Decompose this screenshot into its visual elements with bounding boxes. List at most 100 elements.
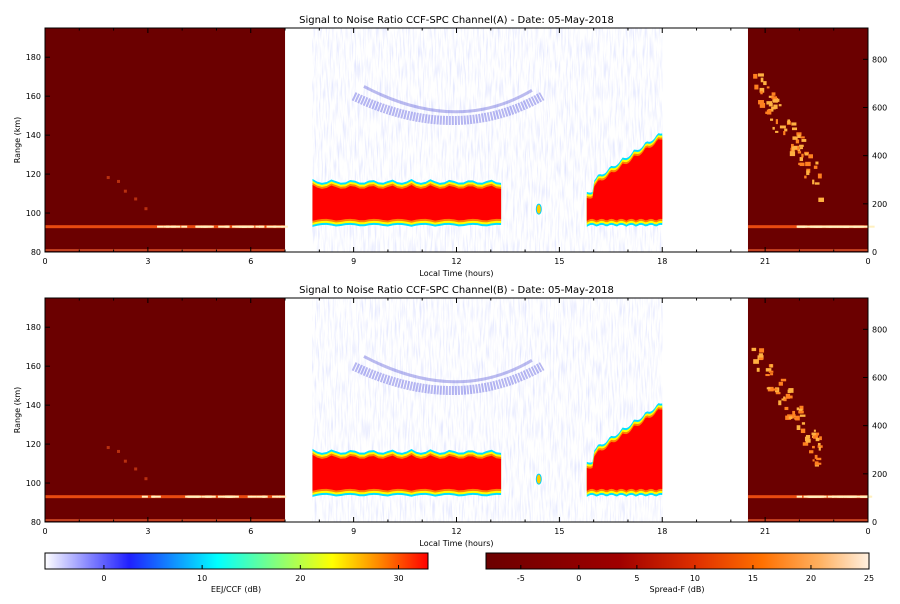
spreadf-speck — [831, 495, 843, 498]
colorbar-eej-gradient — [44, 552, 429, 570]
spreadf-plume — [812, 459, 815, 462]
spreadf-plume — [791, 146, 795, 151]
eej-upper-layer — [363, 85, 533, 114]
spreadf-floor — [45, 519, 286, 522]
spreadf-plume — [814, 182, 820, 185]
spreadf-plume — [753, 359, 759, 364]
spreadf-floor — [45, 249, 286, 252]
spreadf-baseline-echo — [45, 495, 286, 499]
x-tick-label: 6 — [248, 257, 253, 266]
spreadf-speck — [262, 495, 268, 498]
spreadf-plume — [766, 101, 773, 105]
spreadf-plume — [763, 81, 767, 86]
eej-upper-layer — [351, 362, 545, 395]
spreadf-plume — [796, 132, 802, 136]
spreadf-plume — [771, 92, 776, 96]
spreadf-plume — [799, 414, 806, 417]
spreadf-plume — [767, 386, 774, 392]
spreadf-speck — [867, 225, 875, 228]
colorbar-tick-label: 0 — [576, 574, 581, 583]
spreadf-speck — [818, 225, 829, 228]
spreadf-floor — [747, 249, 868, 252]
eej-echo-core — [586, 409, 663, 491]
spreadf-plume — [799, 162, 805, 167]
spreadf-speck — [232, 225, 244, 228]
right-y-tick-label: 200 — [872, 200, 887, 209]
spreadf-speck — [203, 225, 207, 228]
colorbar-spreadf: -5 0 5 10 15 20 25 Spread-F (dB) — [485, 552, 874, 594]
spreadf-speck — [796, 225, 803, 228]
spreadf-plume — [765, 368, 772, 372]
spreadf-speck — [825, 225, 832, 228]
spreadf-plume — [106, 176, 110, 180]
spreadf-plume — [788, 416, 793, 419]
spreadf-plume — [788, 388, 794, 393]
spreadf-speck — [187, 495, 193, 498]
spreadf-speck — [157, 225, 164, 228]
spreadf-speck — [861, 225, 870, 228]
spreadf-speck — [227, 495, 232, 498]
spreadf-plume — [770, 373, 774, 376]
spreadf-plume — [778, 104, 782, 107]
x-tick-label: 12 — [451, 527, 461, 536]
spreadf-plume — [754, 84, 759, 90]
colorbar-eej: 0 10 20 30 EEJ/CCF (dB) — [44, 552, 429, 594]
spreadf-plume — [771, 106, 776, 110]
eej-echo-core — [312, 454, 502, 491]
spreadf-plume — [804, 152, 809, 156]
x-tick-label: 18 — [657, 527, 667, 536]
spreadf-speck — [272, 495, 278, 498]
right-y-tick-label: 0 — [872, 518, 877, 527]
colorbar-eej-label: EEJ/CCF (dB) — [211, 585, 261, 594]
y-tick-label: 100 — [26, 479, 41, 488]
spreadf-plume — [800, 136, 805, 139]
spreadf-plume — [784, 128, 788, 132]
spreadf-speck — [828, 225, 839, 228]
spreadf-plume — [808, 154, 813, 159]
spreadf-speck — [802, 225, 813, 228]
y-tick-label: 160 — [26, 362, 41, 371]
spreadf-speck — [220, 495, 224, 498]
spreadf-plume — [817, 445, 823, 448]
spreadf-window — [45, 298, 286, 522]
y-tick-label: 140 — [26, 131, 41, 140]
spreadf-plume — [816, 457, 822, 461]
panel-a: Signal to Noise Ratio CCF-SPC Channel(A)… — [13, 15, 887, 278]
spreadf-speck — [860, 495, 871, 498]
spreadf-speck — [846, 225, 857, 228]
spreadf-speck — [181, 225, 188, 228]
spreadf-plume — [134, 197, 138, 201]
spreadf-plume — [783, 397, 787, 402]
x-tick-label: 15 — [554, 527, 564, 536]
spreadf-plume — [805, 434, 811, 439]
y-axis-label: Range (km) — [13, 117, 22, 164]
spreadf-plume — [806, 170, 810, 176]
spreadf-plume — [799, 405, 804, 411]
eej-echo-blob — [535, 203, 542, 215]
spreadf-speck — [266, 225, 277, 228]
x-tick-label: 6 — [248, 527, 253, 536]
y-tick-label: 80 — [31, 248, 41, 257]
eej-echo-core — [312, 184, 502, 221]
x-axis-label: Local Time (hours) — [419, 269, 493, 278]
spreadf-window — [45, 28, 286, 252]
colorbar-tick-label: 15 — [748, 574, 758, 583]
x-tick-label: 3 — [145, 527, 150, 536]
spreadf-plume — [799, 144, 804, 147]
spreadf-speck — [276, 495, 281, 498]
colorbar-tick-label: 25 — [864, 574, 874, 583]
spreadf-speck — [205, 495, 212, 498]
spreadf-plume — [117, 179, 121, 183]
spreadf-plume — [106, 446, 110, 450]
spreadf-speck — [812, 225, 823, 228]
spreadf-plume — [797, 134, 801, 138]
spreadf-plume — [792, 136, 798, 140]
spreadf-speck — [196, 225, 203, 228]
spreadf-plume — [796, 407, 799, 411]
spreadf-plume — [795, 139, 800, 144]
spreadf-speck — [803, 495, 812, 498]
spreadf-plume — [818, 446, 821, 451]
spreadf-plume — [787, 389, 791, 394]
eej-echo-blob — [535, 473, 542, 485]
x-tick-label: 0 — [42, 527, 47, 536]
